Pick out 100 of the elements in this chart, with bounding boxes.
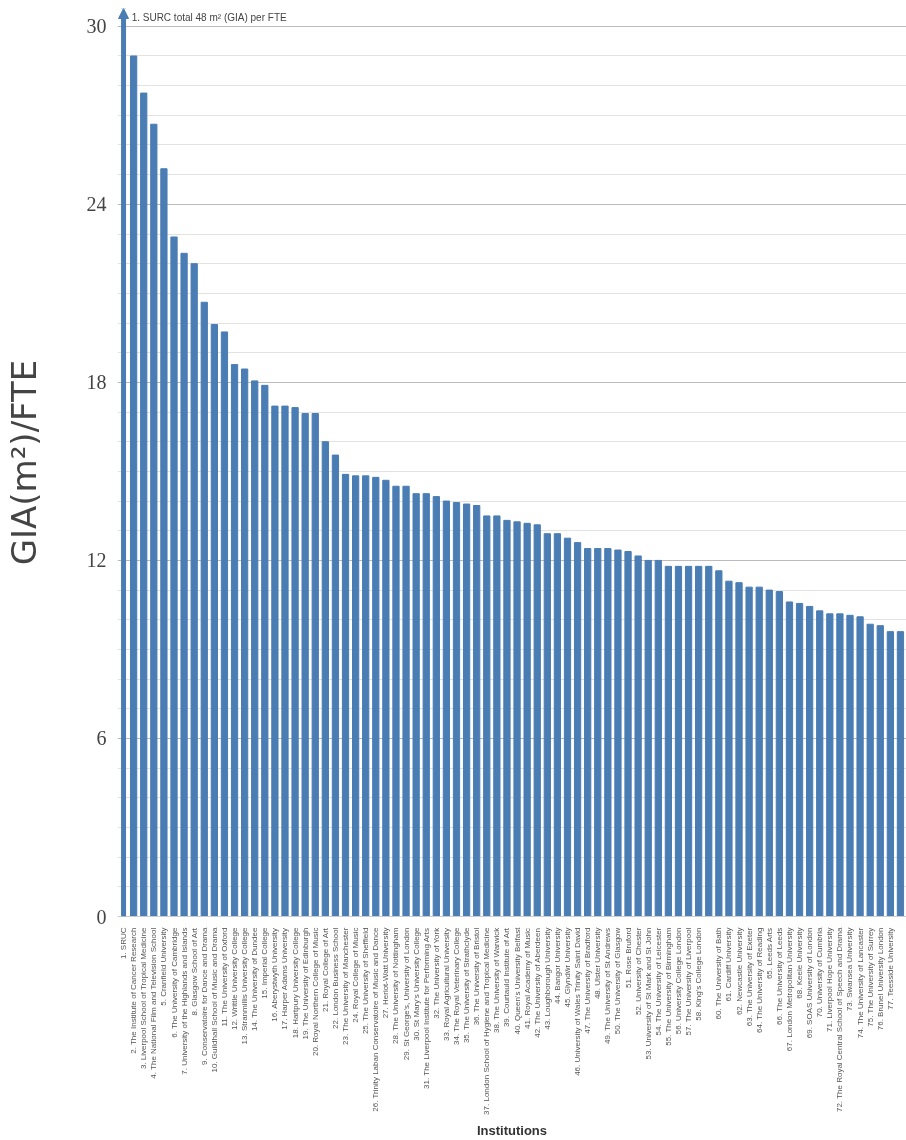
bar (422, 493, 430, 917)
x-tick-label: 67. London Metropolitan University (784, 927, 794, 1052)
bar (836, 613, 844, 917)
y-tick-label: 0 (96, 905, 107, 928)
bar (715, 570, 723, 917)
bar (664, 565, 673, 917)
bar (241, 368, 249, 917)
bar (392, 485, 400, 917)
x-tick-label: 71. Liverpool Hope University (825, 927, 835, 1032)
x-tick-label: 50. The University of Glasgow (613, 927, 623, 1035)
bar (412, 493, 420, 917)
x-tick-label: 38. The University of Warwick (492, 926, 502, 1034)
y-tick-label: 30 (86, 15, 107, 38)
bar (462, 503, 471, 917)
x-tick-label: 39. Courtauld Institute of Art (502, 927, 512, 1028)
x-tick-label: 54. The University of Leicester (653, 927, 663, 1036)
x-tick-label: 34. The Royal Veterinary College (452, 927, 462, 1045)
bar (442, 500, 451, 917)
x-tick-label: 30. St Mary's University College (411, 926, 421, 1041)
x-tick-label: 2. The Institute of Cancer Research (129, 927, 139, 1054)
x-tick-label: 35. The University of Strathclyde (462, 927, 472, 1044)
x-tick-label: 62. Newcastle University (734, 927, 744, 1016)
x-tick-label: 76. Brunel University London (875, 927, 885, 1031)
bar (573, 542, 582, 917)
bar (584, 548, 592, 917)
x-tick-label: 11. The University of Oxford (219, 927, 229, 1027)
bar (785, 601, 794, 917)
x-tick-label: 42. The University of Aberdeen (532, 928, 542, 1038)
bar (180, 252, 188, 917)
x-tick-label: 49. The University of St Andrews (603, 928, 613, 1044)
bar (291, 407, 299, 917)
x-tick-label: 72. The Royal Central School of Speech and Drama (835, 927, 845, 1113)
bar (351, 475, 360, 917)
bar (382, 479, 390, 917)
x-tick-label: 25. The University of Sheffield (361, 927, 371, 1035)
x-tick-label: 24. Royal College of Music (351, 927, 361, 1023)
x-tick-label: 22. London Business School (330, 927, 340, 1029)
x-tick-label: 8. Glasgow School of Art (189, 927, 199, 1016)
bar (886, 631, 894, 917)
bar (452, 502, 461, 917)
x-tick-label: 23. The University of Manchester (341, 927, 351, 1045)
x-tick-label: 69. SOAS University of London (805, 927, 815, 1039)
bar (634, 555, 642, 917)
bar (503, 519, 511, 917)
x-tick-label: 58. King's College London (694, 927, 704, 1021)
bar (735, 582, 743, 917)
x-tick-label: 56. University College London (673, 927, 683, 1035)
bar (725, 580, 733, 917)
bar (684, 565, 693, 917)
x-tick-label: 60. The University of Bath (714, 927, 724, 1020)
bar (755, 586, 763, 917)
x-tick-label: 15. Imperial College (260, 926, 270, 999)
x-tick-label: 17. Harper Adams University (280, 927, 290, 1030)
x-tick-label: 14. The University of Dundee (250, 927, 260, 1032)
x-tick-label: 6. The University of Cambridge (169, 927, 179, 1038)
x-tick-label: 61. Cardiff University (724, 927, 734, 1002)
x-tick-label: 74. The University of Lancaster (855, 927, 865, 1039)
bar (543, 533, 551, 917)
bar (170, 236, 178, 917)
bar (816, 610, 824, 917)
bar (493, 515, 501, 917)
bar (130, 55, 138, 917)
x-tick-label: 29. St George's, University of London (401, 927, 411, 1061)
bar (745, 586, 753, 917)
bar (533, 524, 541, 917)
x-tick-label: 73. Swansea University (845, 927, 855, 1012)
x-tick-label: 18. Hartpury University College (290, 926, 300, 1039)
x-tick-label: 31. The Liverpool Institute for Performing Arts (421, 928, 431, 1089)
x-tick-label: 41. Royal Academy of Music (522, 927, 532, 1029)
bar (150, 123, 158, 917)
annotation: 1. SURC total 48 m² (GIA) per FTE (131, 11, 287, 23)
y-axis-title: GIA(m²)/FTE (3, 359, 44, 566)
bar (896, 631, 905, 917)
bar (826, 613, 834, 917)
bar (553, 533, 562, 917)
x-tick-label: 43. Loughborough University (542, 927, 552, 1030)
bar (220, 331, 229, 917)
x-tick-label: 77. Teesside University (885, 927, 895, 1010)
x-tick-label: 13. Stranmillis University College (240, 926, 250, 1045)
bar (331, 454, 340, 917)
y-tick-label: 18 (86, 371, 107, 394)
bar (402, 485, 410, 917)
bar (230, 364, 239, 917)
x-tick-label: 5. Cranfield University (159, 927, 169, 1006)
x-tick-label: 36. The University of Bristol (472, 927, 482, 1026)
bar (432, 496, 440, 917)
x-tick-label: 40. Queen's University Belfast (512, 926, 522, 1035)
x-tick-label: 33. Royal Agricultural University (441, 927, 451, 1041)
x-axis-title: Institutions (476, 1122, 548, 1138)
bar (473, 505, 481, 917)
bar (594, 548, 602, 917)
bar (210, 324, 218, 917)
x-tick-label: 3. Liverpool School of Tropical Medicine (139, 927, 149, 1070)
x-tick-label: 26. Trinity Laban Conservatoire of Music and Dance (371, 927, 381, 1112)
x-tick-label: 75. The University of Surrey (865, 927, 875, 1027)
x-tick-label: 65. Leeds Arts (764, 927, 774, 980)
bar (846, 614, 854, 917)
x-tick-label: 68. Keele University (795, 927, 805, 999)
x-tick-label: 1. SRUC (119, 927, 129, 960)
x-tick-label: 28. The University of Nottingham (391, 927, 401, 1044)
